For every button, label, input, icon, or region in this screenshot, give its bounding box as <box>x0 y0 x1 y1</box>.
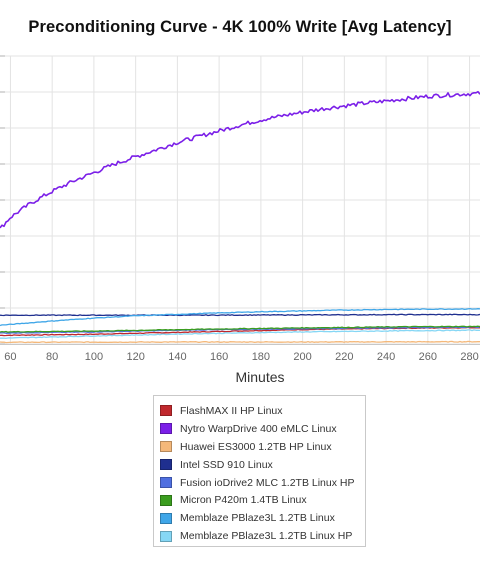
legend-item[interactable]: Intel SSD 910 Linux <box>154 456 365 474</box>
x-tick-label: 160 <box>210 351 228 363</box>
x-tick-label: 260 <box>419 351 437 363</box>
legend-item[interactable]: Micron P420m 1.4TB Linux <box>154 491 365 509</box>
grid-layer <box>0 55 480 345</box>
x-tick-label: 120 <box>126 351 144 363</box>
legend-swatch <box>160 423 172 435</box>
legend-label: Micron P420m 1.4TB Linux <box>180 494 307 507</box>
x-tick-label: 200 <box>293 351 311 363</box>
legend-swatch <box>160 477 172 488</box>
x-tick-label: 240 <box>377 351 395 363</box>
x-tick-label: 80 <box>46 351 58 363</box>
series-line <box>0 325 480 333</box>
legend-item[interactable]: Nytro WarpDrive 400 eMLC Linux <box>154 420 365 438</box>
legend-label: Intel SSD 910 Linux <box>180 458 273 471</box>
x-axis-label: Minutes <box>235 369 285 385</box>
series-line <box>0 313 480 317</box>
chart-title: Preconditioning Curve - 4K 100% Write [A… <box>28 18 452 36</box>
x-tick-label: 140 <box>168 351 186 363</box>
legend-label: Fusion ioDrive2 MLC 1.2TB Linux HP <box>180 476 355 489</box>
legend-swatch <box>160 405 172 417</box>
x-tick-label: 220 <box>335 351 353 363</box>
legend-label: FlashMAX II HP Linux <box>180 404 283 417</box>
series-layer <box>0 90 480 344</box>
legend-swatch <box>160 441 172 453</box>
legend: FlashMAX II HP Linux Nytro WarpDrive 400 … <box>153 395 366 547</box>
series-line <box>0 329 480 340</box>
legend-swatch <box>160 512 172 524</box>
legend-swatch <box>160 494 172 506</box>
legend-label: Memblaze PBlaze3L 1.2TB Linux <box>180 512 335 525</box>
x-tick-label: 280 <box>460 351 478 363</box>
legend-label: Huawei ES3000 1.2TB HP Linux <box>180 440 332 453</box>
legend-item[interactable]: Fusion ioDrive2 MLC 1.2TB Linux HP <box>154 474 365 492</box>
series-line <box>0 340 480 344</box>
series-line <box>0 90 480 229</box>
tick-layer: 60 80 100 120 140 160 180 200 220 240 260 280 <box>4 351 478 363</box>
x-tick-label: 60 <box>4 351 16 363</box>
legend-label: Nytro WarpDrive 400 eMLC Linux <box>180 422 337 435</box>
legend-item[interactable]: Huawei ES3000 1.2TB HP Linux <box>154 438 365 456</box>
series-line <box>0 307 480 327</box>
legend-item[interactable]: Memblaze PBlaze3L 1.2TB Linux HP <box>154 527 365 545</box>
legend-label: Memblaze PBlaze3L 1.2TB Linux HP <box>180 530 353 543</box>
series-line <box>0 326 480 337</box>
x-tick-label: 100 <box>85 351 103 363</box>
legend-item[interactable]: FlashMAX II HP Linux <box>154 402 365 420</box>
legend-swatch <box>160 459 172 471</box>
x-tick-label: 180 <box>252 351 270 363</box>
legend-swatch <box>160 530 172 542</box>
legend-item[interactable]: Memblaze PBlaze3L 1.2TB Linux <box>154 509 365 527</box>
